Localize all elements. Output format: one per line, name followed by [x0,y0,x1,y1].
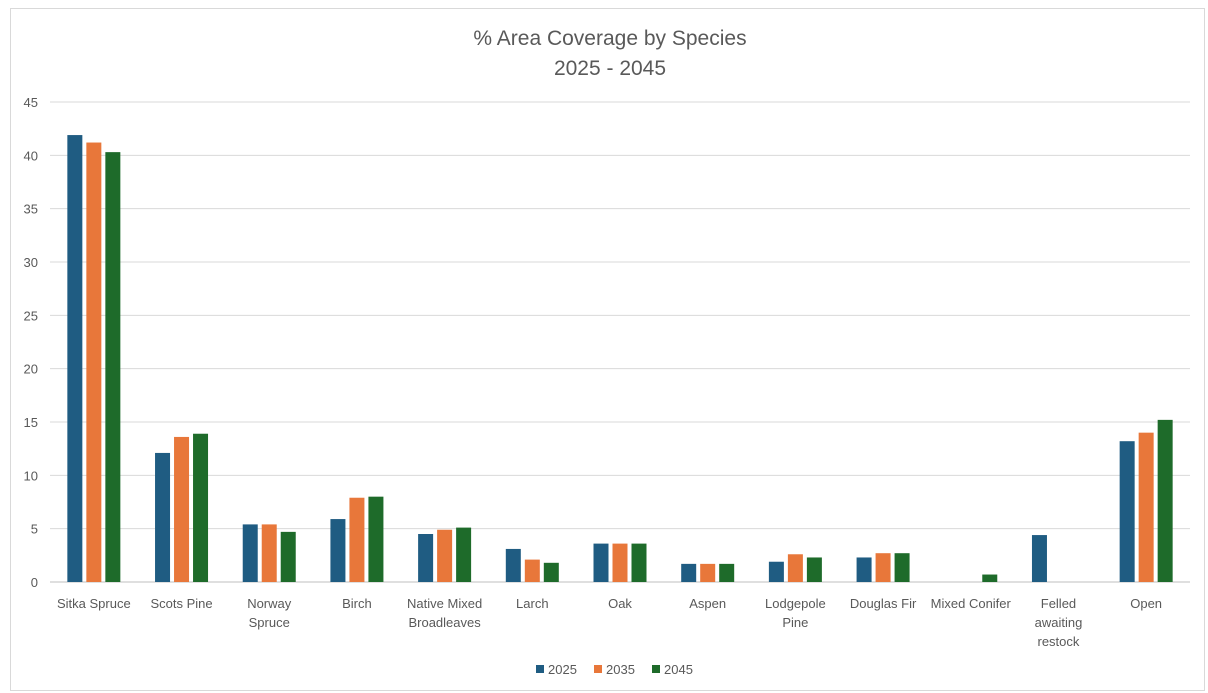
bar [894,553,910,582]
x-tick-label: Aspen [689,596,726,611]
bar [631,543,647,582]
x-tick-label: Scots Pine [150,596,212,611]
bar [700,563,716,582]
x-tick-label: Sitka Spruce [57,596,131,611]
x-tick-label: Oak [608,596,632,611]
x-tick-label: Douglas Fir [850,596,917,611]
bar [242,524,258,582]
legend-label: 2035 [606,662,635,677]
y-tick-label: 15 [24,415,38,430]
gridlines [50,101,1190,583]
bar [330,519,346,582]
bar [524,559,540,582]
legend-swatch [536,665,544,673]
x-tick-label: Native Mixed Broadleaves [407,596,482,630]
bar [875,553,891,582]
bar [982,574,998,582]
legend-swatch [652,665,660,673]
bar [368,496,384,582]
x-tick-label: Birch [342,596,372,611]
bar [437,529,453,582]
x-tick-label: Larch [516,596,549,611]
x-tick-label: Norway Spruce [247,596,292,630]
legend-swatch [594,665,602,673]
bar [174,436,190,582]
bar [105,152,121,582]
bar [261,524,277,582]
y-tick-label: 25 [24,308,38,323]
chart-title: % Area Coverage by Species [473,27,746,50]
y-tick-label: 20 [24,362,38,377]
bar [349,497,365,582]
y-tick-label: 40 [24,148,38,163]
legend: 2025 2035 2045 [536,662,693,677]
y-tick-label: 30 [24,255,38,270]
bar [681,563,697,582]
bar [856,557,872,582]
x-tick-label: Lodgepole Pine [765,596,826,630]
bar [86,142,102,583]
bar [543,562,559,582]
bar [768,561,784,582]
y-axis-ticks: 0 5 10 15 20 25 30 35 40 45 [24,95,38,590]
bar [593,543,609,582]
bar [456,527,472,582]
bar [193,433,209,582]
bar [418,534,434,582]
chart-subtitle: 2025 - 2045 [554,57,666,80]
x-axis-labels: Sitka Spruce Scots Pine Norway Spruce Birch N… [57,596,1162,649]
bar [719,563,735,582]
y-tick-label: 10 [24,468,38,483]
bar [1031,535,1047,582]
bar [67,135,83,583]
x-tick-label: Felled awaiting restock [1035,596,1083,649]
y-tick-label: 0 [31,575,38,590]
bar [505,548,521,582]
bar [155,452,171,582]
y-tick-label: 45 [24,95,38,110]
bar [787,554,803,582]
bar [1119,441,1135,582]
bars [67,135,1173,583]
bar [1138,432,1154,582]
y-tick-label: 35 [24,202,38,217]
bar [1157,419,1173,582]
bar [806,557,822,582]
x-tick-label: Open [1130,596,1162,611]
y-tick-label: 5 [31,522,38,537]
bar [612,543,628,582]
x-tick-label: Mixed Conifer [931,596,1012,611]
legend-label: 2025 [548,662,577,677]
bar [280,531,296,582]
legend-label: 2045 [664,662,693,677]
